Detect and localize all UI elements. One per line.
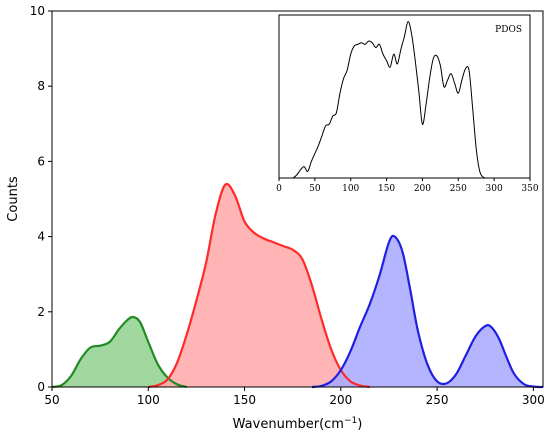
inset-x-tick-label: 150	[378, 184, 395, 194]
series-line-1	[148, 182, 370, 389]
x-tick-label: 150	[233, 393, 256, 407]
x-tick-label: 50	[44, 393, 59, 407]
inset-x-tick-label: 350	[521, 184, 538, 194]
x-axis-label-exponent: −1	[344, 416, 357, 426]
inset-x-tick-label: 50	[309, 184, 321, 194]
inset-frame	[278, 14, 531, 179]
x-tick-label: 200	[329, 393, 352, 407]
series-area-0	[52, 316, 187, 387]
inset-x-tick-label: 250	[450, 184, 467, 194]
inset-legend-label: PDOS	[495, 25, 522, 35]
y-tick-label: 4	[37, 230, 45, 244]
series-line-2	[311, 234, 544, 389]
inset-plot: 0 50 100 150 200 250 300 350 PDOS	[276, 14, 539, 194]
y-tick-label: 0	[37, 380, 45, 394]
inset-x-tick-label: 100	[342, 184, 359, 194]
plot-frame	[51, 10, 544, 388]
inset-x-tick-label: 0	[276, 184, 282, 194]
series-line-0	[51, 315, 188, 389]
x-axis-label-close: )	[357, 417, 362, 432]
inset-x-tick-label: 200	[414, 184, 431, 194]
y-tick-label: 8	[37, 79, 45, 93]
series-area-1	[148, 183, 370, 387]
y-tick-label: 10	[30, 4, 45, 18]
x-tick-label: 100	[137, 393, 160, 407]
x-axis-label-text: Wavenumber(cm	[233, 417, 344, 432]
y-tick-label: 6	[37, 154, 45, 168]
main-plot: 50 100 150 200 250 300 0 2 4 6 8 10 Wavenumber(cm−1)…	[6, 4, 545, 432]
x-tick-label: 250	[426, 393, 449, 407]
series-area-2	[311, 235, 543, 387]
inset-x-tick-label: 300	[486, 184, 503, 194]
y-axis-label: Counts	[6, 176, 21, 222]
inset-series-line-0	[293, 21, 488, 179]
x-axis-label: Wavenumber(cm−1)	[233, 416, 363, 432]
y-tick-label: 2	[37, 305, 45, 319]
x-tick-label: 300	[522, 393, 545, 407]
